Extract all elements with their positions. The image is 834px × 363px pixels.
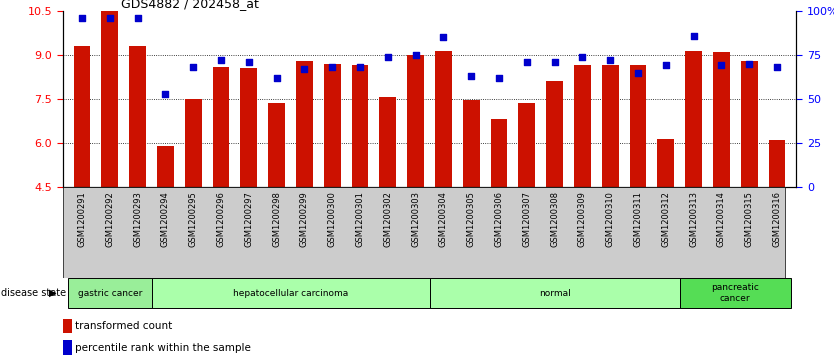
Bar [574,65,590,187]
Bar [686,50,702,187]
Text: pancreatic
cancer: pancreatic cancer [711,284,759,303]
Point [103,15,117,21]
Text: GSM1200300: GSM1200300 [328,192,337,247]
Text: transformed count: transformed count [75,321,173,331]
Bar [407,55,424,187]
Bar [324,64,340,187]
Bar [602,65,619,187]
Bar [741,61,757,187]
Point [742,61,756,67]
Point [270,75,284,81]
Bar [240,68,257,187]
Bar [63,319,72,333]
Point [242,59,255,65]
Text: GSM1200291: GSM1200291 [78,192,87,247]
Bar [152,278,430,308]
Bar [630,65,646,187]
Text: hepatocellular carcinoma: hepatocellular carcinoma [233,289,348,298]
Bar [157,146,173,187]
Point [604,57,617,63]
Point [548,59,561,65]
Text: GSM1200314: GSM1200314 [717,192,726,247]
Point [659,62,672,68]
Bar [102,11,118,187]
Text: GSM1200301: GSM1200301 [355,192,364,247]
Bar [546,81,563,187]
Text: GSM1200311: GSM1200311 [634,192,642,247]
Bar [435,50,452,187]
Text: GSM1200307: GSM1200307 [522,192,531,248]
Bar [463,101,480,187]
Point [158,91,172,97]
Text: GDS4882 / 202458_at: GDS4882 / 202458_at [121,0,259,10]
Point [354,64,367,70]
Bar [769,140,786,187]
Point [75,15,88,21]
Bar [657,139,674,187]
Bar [519,103,535,187]
Point [631,70,645,76]
Bar [129,46,146,187]
Point [187,64,200,70]
Point [214,57,228,63]
Text: GSM1200316: GSM1200316 [772,192,781,248]
Text: GSM1200299: GSM1200299 [300,192,309,247]
Text: disease state: disease state [1,288,66,298]
Bar [213,67,229,187]
Text: GSM1200310: GSM1200310 [605,192,615,247]
Bar [680,278,791,308]
Point [520,59,534,65]
Text: GSM1200305: GSM1200305 [467,192,475,247]
Point [715,62,728,68]
Bar [713,52,730,187]
Text: ▶: ▶ [49,288,57,298]
Text: GSM1200298: GSM1200298 [272,192,281,247]
Text: gastric cancer: gastric cancer [78,289,142,298]
Bar [430,278,680,308]
Text: GSM1200302: GSM1200302 [384,192,392,247]
Text: GSM1200304: GSM1200304 [439,192,448,247]
Point [771,64,784,70]
Point [325,64,339,70]
Point [437,34,450,40]
Text: percentile rank within the sample: percentile rank within the sample [75,343,251,352]
Bar [73,46,90,187]
Bar [352,65,369,187]
Bar [68,278,152,308]
Bar [379,97,396,187]
Text: GSM1200295: GSM1200295 [188,192,198,247]
Point [381,54,394,60]
Text: GSM1200303: GSM1200303 [411,192,420,248]
Bar [269,103,285,187]
Bar [490,119,507,187]
Text: GSM1200315: GSM1200315 [745,192,754,247]
Text: GSM1200293: GSM1200293 [133,192,142,247]
Text: GSM1200308: GSM1200308 [550,192,559,248]
Bar [296,61,313,187]
Text: GSM1200294: GSM1200294 [161,192,170,247]
Text: GSM1200313: GSM1200313 [689,192,698,248]
Text: normal: normal [539,289,570,298]
Point [298,66,311,72]
Point [687,33,701,38]
Text: GSM1200296: GSM1200296 [217,192,225,247]
Text: GSM1200306: GSM1200306 [495,192,504,248]
Point [465,73,478,79]
Point [131,15,144,21]
Text: GSM1200312: GSM1200312 [661,192,671,247]
Point [492,75,505,81]
Text: GSM1200309: GSM1200309 [578,192,587,247]
Text: GSM1200292: GSM1200292 [105,192,114,247]
Point [409,52,422,58]
Bar [185,99,202,187]
Text: GSM1200297: GSM1200297 [244,192,254,247]
Point [575,54,589,60]
Bar [63,340,72,355]
